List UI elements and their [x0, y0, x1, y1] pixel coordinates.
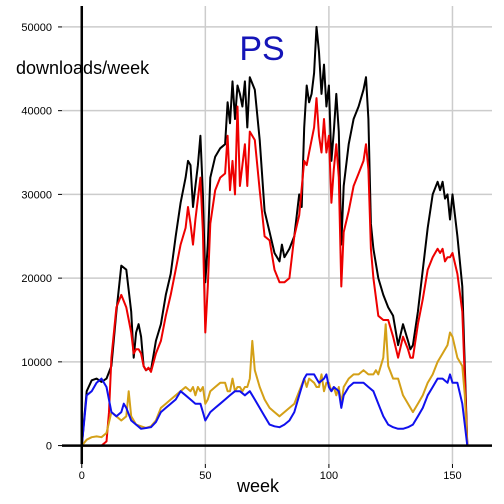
y-tick-label: 40000: [21, 106, 52, 118]
y-tick-label: 30000: [21, 189, 52, 201]
series-line-1: [81, 97, 469, 447]
x-tick-label: 150: [443, 470, 461, 482]
series-line-2: [81, 323, 469, 447]
x-tick-label: 0: [79, 470, 85, 482]
y-tick-label: 20000: [21, 273, 52, 285]
x-tick-label: 100: [320, 470, 338, 482]
x-tick-label: 50: [199, 470, 211, 482]
y-tick-label: 50000: [21, 22, 52, 34]
tick-labels: 0 50 100 150 0 10000 20000 30000 40000 50000: [21, 22, 461, 482]
y-tick-label: 0: [46, 441, 52, 453]
y-tick-label: 10000: [21, 357, 52, 369]
x-axis-title: week: [236, 476, 280, 496]
series-line-0: [80, 25, 469, 446]
series-line-3: [80, 373, 469, 446]
y-axis-title: downloads/week: [16, 58, 150, 78]
axes: [58, 6, 492, 468]
series-lines: [80, 25, 469, 447]
chart-title: PS: [239, 30, 284, 68]
